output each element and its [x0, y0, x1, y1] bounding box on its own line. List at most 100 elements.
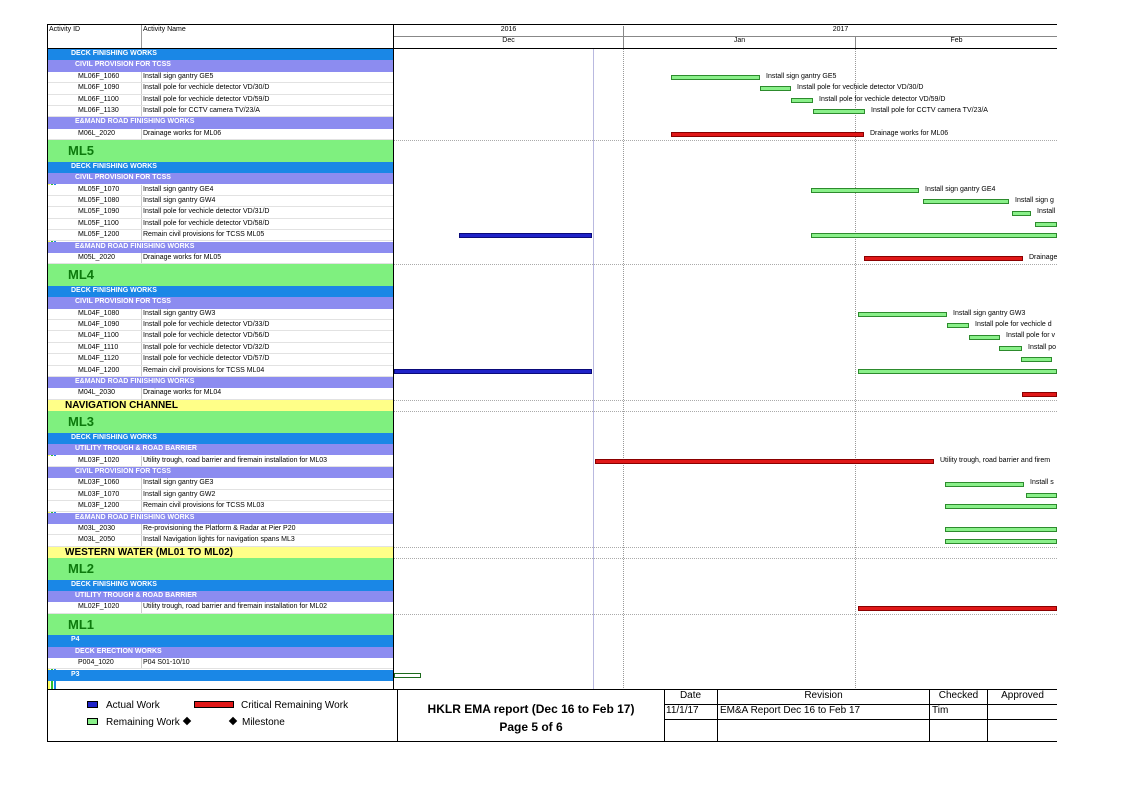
wbs-group-row[interactable]: P4 [48, 635, 393, 647]
wbs-group-row[interactable]: DECK FINISHING WORKS [48, 285, 393, 298]
month-label-feb: Feb [856, 37, 1057, 48]
activity-row[interactable]: ML04F_1120 Install pole for vechicle dete… [48, 354, 393, 366]
wbs-label: NAVIGATION CHANNEL [65, 399, 178, 411]
critical-bar[interactable] [1022, 391, 1057, 397]
activity-row[interactable]: ML04F_1200 Remain civil provisions for TC… [48, 365, 393, 377]
activity-name: Install pole for vechicle detector VD/30… [143, 84, 270, 92]
activity-row[interactable]: ML03F_1200 Remain civil provisions for TC… [48, 501, 393, 513]
activity-row[interactable]: ML05F_1090 Install pole for vechicle dete… [48, 207, 393, 219]
remaining-bar[interactable] [969, 334, 1000, 340]
remaining-bar[interactable] [858, 311, 947, 317]
remaining-bar[interactable] [999, 346, 1022, 351]
wbs-subgroup-row[interactable]: CIVIL PROVISION FOR TCSS [48, 466, 393, 479]
remaining-bar[interactable] [923, 199, 1009, 205]
wbs-subgroup-row[interactable]: E&MAND ROAD FINISHING WORKS [48, 117, 393, 129]
activity-name: Drainage works for ML05 [143, 253, 222, 261]
activity-row[interactable]: ML03F_1020 Utility trough, road barrier a… [48, 455, 393, 467]
remaining-bar[interactable] [945, 527, 1057, 533]
col-header-activity-id[interactable]: Activity ID [49, 26, 81, 33]
activity-row[interactable]: ML06F_1060 Install sign gantry GE5 [48, 71, 393, 84]
activity-row[interactable]: M04L_2030 Drainage works for ML04 [48, 388, 393, 400]
actual-bar[interactable] [394, 368, 592, 374]
wbs-label: DECK FINISHING WORKS [71, 162, 157, 170]
activity-row[interactable]: ML04F_1080 Install sign gantry GW3 [48, 308, 393, 320]
remaining-bar[interactable] [1035, 221, 1057, 227]
activity-row[interactable]: ML06F_1100 Install pole for vechicle dete… [48, 94, 393, 106]
wbs-subgroup-row[interactable]: DECK ERECTION WORKS [48, 646, 393, 659]
remaining-bar[interactable] [945, 504, 1057, 510]
section-band-row[interactable]: ML3 [48, 411, 393, 433]
column-divider[interactable] [141, 25, 142, 48]
activity-row[interactable]: ML05F_1100 Install pole for vechicle dete… [48, 218, 393, 231]
area-band-row[interactable]: WESTERN WATER (ML01 TO ML02) [48, 546, 393, 559]
remaining-bar[interactable] [1012, 210, 1031, 216]
wbs-group-row[interactable]: DECK FINISHING WORKS [48, 432, 393, 445]
activity-row[interactable]: ML03F_1060 Install sign gantry GE3 [48, 478, 393, 490]
wbs-label: DECK FINISHING WORKS [71, 50, 157, 57]
activity-id: ML04F_1090 [78, 321, 120, 328]
remaining-bar[interactable] [945, 538, 1057, 544]
wbs-group-row[interactable]: DECK FINISHING WORKS [48, 49, 393, 61]
section-band-row[interactable]: ML2 [48, 558, 393, 580]
column-divider [141, 207, 142, 218]
remaining-bar[interactable] [760, 86, 791, 92]
wbs-group-row[interactable]: P3 [48, 669, 393, 681]
wbs-subgroup-row[interactable]: CIVIL PROVISION FOR TCSS [48, 297, 393, 309]
wbs-subgroup-row[interactable]: E&MAND ROAD FINISHING WORKS [48, 512, 393, 524]
column-divider [141, 331, 142, 342]
remaining-bar[interactable] [671, 75, 760, 80]
section-band-row[interactable]: ML4 [48, 264, 393, 286]
remaining-bar[interactable] [858, 368, 1057, 374]
critical-bar[interactable] [671, 132, 864, 137]
actual-bar[interactable] [459, 233, 592, 239]
activity-row[interactable]: ML05F_1070 Install sign gantry GE4 [48, 184, 393, 196]
remaining-bar[interactable] [811, 233, 1057, 239]
critical-bar[interactable] [595, 458, 934, 464]
activity-row[interactable]: M05L_2020 Drainage works for ML05 [48, 252, 393, 265]
activity-name: Re-provisioning the Platform & Radar at … [143, 524, 296, 532]
activity-row[interactable]: ML04F_1100 Install pole for vechicle dete… [48, 331, 393, 343]
section-band-row[interactable]: ML5 [48, 140, 393, 162]
activity-id: ML05F_1080 [78, 196, 120, 204]
activity-row[interactable]: ML04F_1090 Install pole for vechicle dete… [48, 320, 393, 332]
wbs-subgroup-row[interactable]: E&MAND ROAD FINISHING WORKS [48, 377, 393, 389]
activity-row[interactable]: ML04F_1110 Install pole for vechicle dete… [48, 342, 393, 355]
wbs-subgroup-row[interactable]: E&MAND ROAD FINISHING WORKS [48, 241, 393, 253]
remaining-bar[interactable] [1026, 492, 1057, 498]
column-divider [141, 365, 142, 376]
section-band-row[interactable]: ML1 [48, 613, 393, 636]
remaining-bar[interactable] [813, 109, 865, 115]
wbs-subgroup-row[interactable]: UTILITY TROUGH & ROAD BARRIER [48, 444, 393, 456]
critical-bar[interactable] [864, 256, 1023, 262]
wbs-subgroup-row[interactable]: UTILITY TROUGH & ROAD BARRIER [48, 591, 393, 603]
activity-row[interactable]: ML03F_1070 Install sign gantry GW2 [48, 489, 393, 502]
activity-row[interactable]: ML02F_1020 Utility trough, road barrier a… [48, 602, 393, 614]
wbs-group-row[interactable]: DECK FINISHING WORKS [48, 579, 393, 591]
activity-row[interactable]: P004_1020 P04 S01-10/10 [48, 658, 393, 670]
remaining-bar[interactable] [394, 672, 421, 678]
critical-bar[interactable] [858, 605, 1057, 611]
activity-row[interactable]: M03L_2030 Re-provisioning the Platform & … [48, 523, 393, 536]
activity-row[interactable]: M03L_2050 Install Navigation lights for n… [48, 535, 393, 547]
milestone-icon [228, 716, 238, 726]
activity-name: Install pole for vechicle detector VD/57… [143, 355, 270, 363]
activity-row[interactable]: ML06F_1130 Install pole for CCTV camera T… [48, 106, 393, 118]
remaining-bar[interactable] [791, 97, 813, 103]
wbs-group-row[interactable]: DECK FINISHING WORKS [48, 161, 393, 174]
activity-name: Install sign gantry GW4 [143, 196, 216, 204]
col-header-activity-name[interactable]: Activity Name [143, 26, 186, 33]
activity-id: ML06F_1090 [78, 84, 120, 92]
area-band-row[interactable]: NAVIGATION CHANNEL [48, 399, 393, 412]
row-separator [394, 264, 1057, 266]
activity-id: M06L_2020 [78, 129, 115, 137]
remaining-bar[interactable] [945, 481, 1024, 487]
remaining-bar[interactable] [947, 323, 969, 329]
remaining-bar[interactable] [811, 187, 919, 193]
wbs-subgroup-row[interactable]: CIVIL PROVISION FOR TCSS [48, 60, 393, 72]
activity-row[interactable]: ML06F_1090 Install pole for vechicle dete… [48, 83, 393, 95]
activity-row[interactable]: ML05F_1080 Install sign gantry GW4 [48, 195, 393, 208]
activity-row[interactable]: ML05F_1200 Remain civil provisions for TC… [48, 230, 393, 242]
wbs-subgroup-row[interactable]: CIVIL PROVISION FOR TCSS [48, 173, 393, 185]
remaining-bar[interactable] [1021, 357, 1052, 363]
activity-row[interactable]: M06L_2020 Drainage works for ML06 [48, 128, 393, 141]
